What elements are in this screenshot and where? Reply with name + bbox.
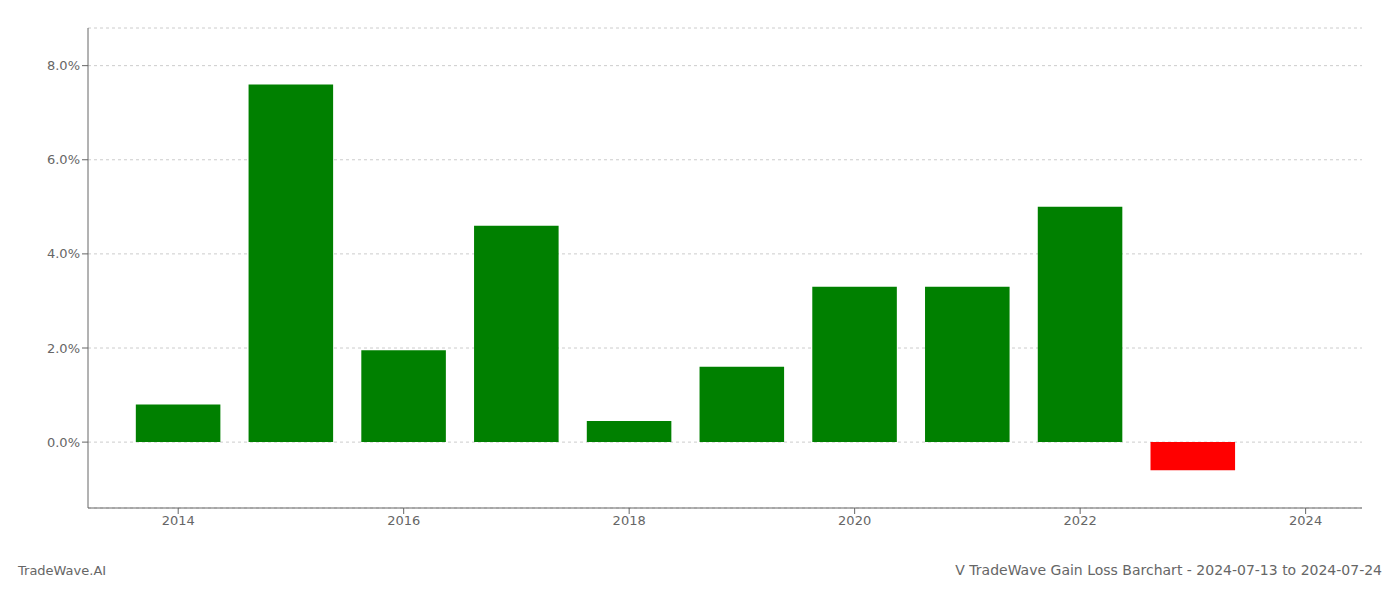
svg-text:6.0%: 6.0% [47, 152, 80, 167]
html-text:TradeWave.AI: TradeWave.AI [18, 563, 107, 578]
svg-text:2016: 2016 [387, 513, 420, 528]
html-text:V TradeWave Gain Loss Barchart: V TradeWave Gain Loss Barchart - 2024-07… [955, 562, 1382, 578]
svg-text:2020: 2020 [838, 513, 871, 528]
svg-text:8.0%: 8.0% [47, 58, 80, 73]
svg-text:2018: 2018 [613, 513, 646, 528]
svg-text:4.0%: 4.0% [47, 246, 80, 261]
svg-text:0.0%: 0.0% [47, 435, 80, 450]
svg-text:2014: 2014 [162, 513, 195, 528]
svg-text:2024: 2024 [1289, 513, 1322, 528]
svg-text:2022: 2022 [1064, 513, 1097, 528]
svg-text:2.0%: 2.0% [47, 341, 80, 356]
